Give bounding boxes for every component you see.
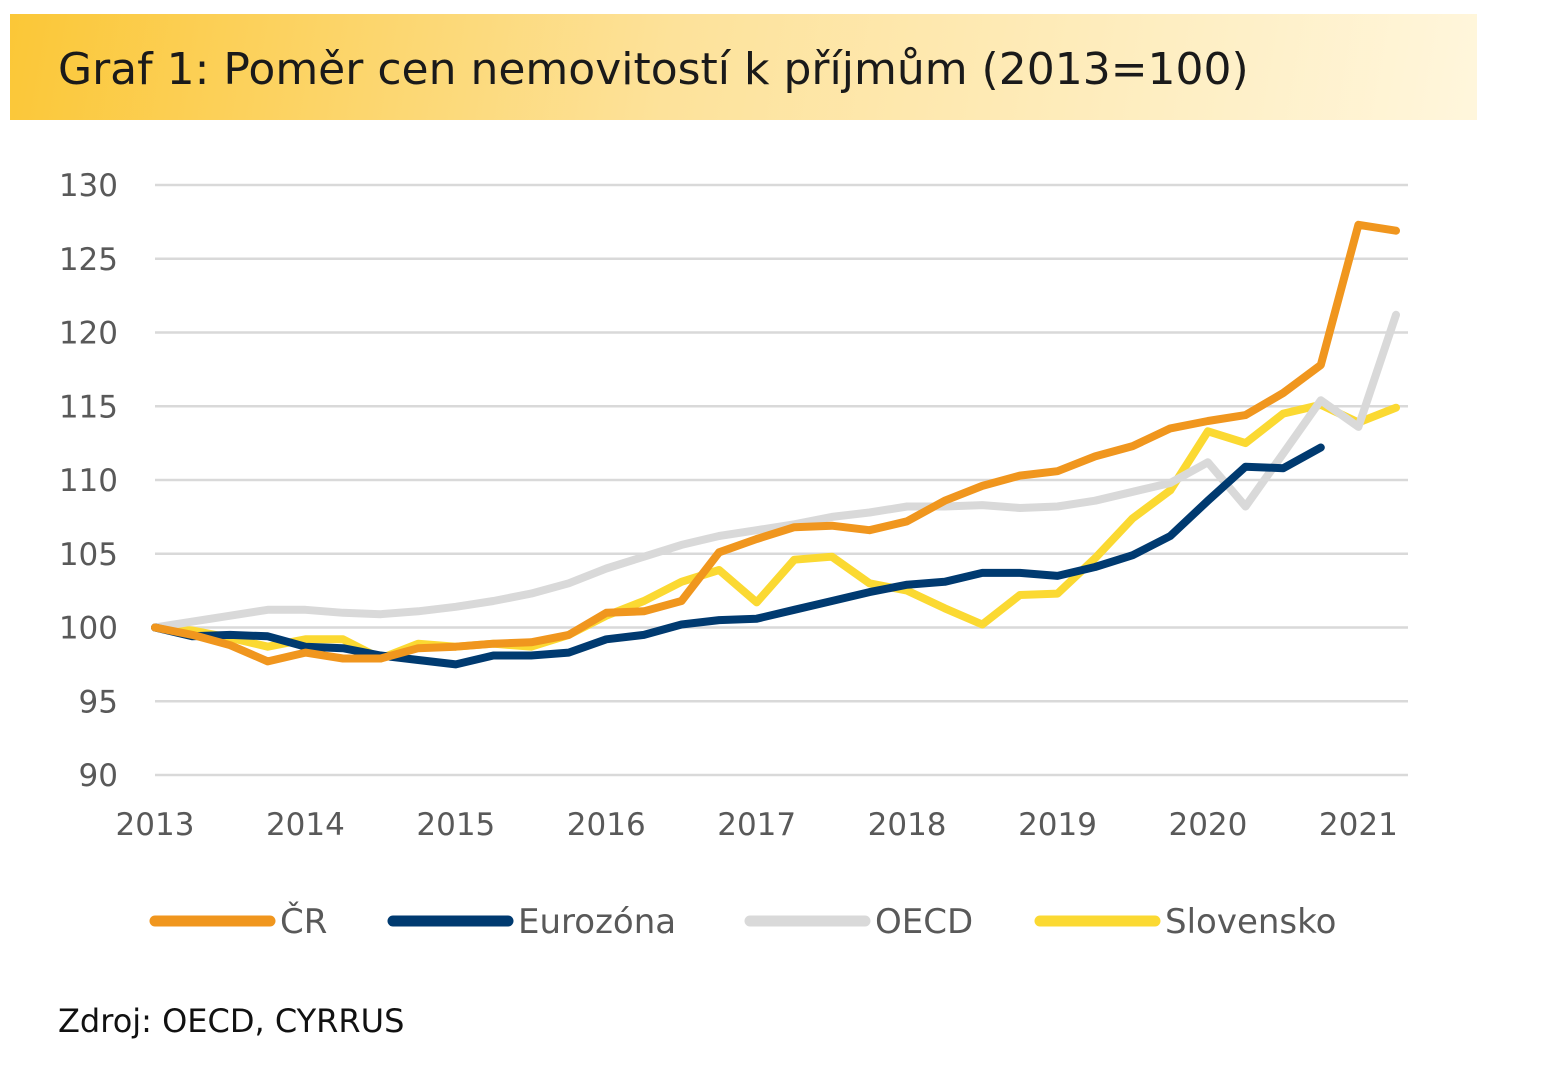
series-line-cr — [151, 220, 1400, 666]
x-tick-label: 2013 — [116, 807, 195, 843]
series-line-oecd — [151, 310, 1400, 632]
legend-label-cr: ČR — [280, 901, 327, 942]
series-lines — [151, 220, 1400, 669]
x-tick-label: 2021 — [1319, 807, 1398, 843]
y-tick-label: 100 — [59, 611, 118, 647]
x-tick-label: 2016 — [567, 807, 646, 843]
y-tick-label: 120 — [59, 316, 118, 352]
chart-title: Graf 1: Poměr cen nemovitostí k příjmům … — [58, 44, 1249, 95]
legend-label-oecd: OECD — [875, 902, 973, 942]
y-tick-label: 105 — [59, 537, 118, 573]
x-tick-label: 2018 — [868, 807, 947, 843]
y-axis: 90 95 100 105 110 115 120 125 130 — [59, 168, 118, 794]
y-tick-label: 110 — [59, 463, 118, 499]
x-tick-label: 2014 — [266, 807, 345, 843]
x-axis: 2013 2014 2015 2016 2017 2018 2019 2020 2021 — [116, 807, 1398, 843]
grid-lines — [155, 183, 1408, 777]
y-tick-label: 90 — [79, 758, 118, 794]
legend-label-eurozona: Eurozóna — [518, 902, 676, 942]
y-tick-label: 95 — [79, 684, 118, 720]
legend-label-slovensko: Slovensko — [1165, 902, 1336, 942]
x-tick-label: 2019 — [1018, 807, 1097, 843]
title-banner: Graf 1: Poměr cen nemovitostí k příjmům … — [10, 14, 1477, 120]
y-tick-label: 130 — [59, 168, 118, 204]
series-line-eurozona — [151, 443, 1325, 669]
x-tick-label: 2020 — [1168, 807, 1247, 843]
source-note: Zdroj: OECD, CYRRUS — [58, 1002, 405, 1040]
legend: ČR Eurozóna OECD Slovensko — [149, 901, 1336, 942]
y-tick-label: 125 — [59, 242, 118, 278]
x-tick-label: 2017 — [717, 807, 796, 843]
y-tick-label: 115 — [59, 389, 118, 425]
x-tick-label: 2015 — [416, 807, 495, 843]
